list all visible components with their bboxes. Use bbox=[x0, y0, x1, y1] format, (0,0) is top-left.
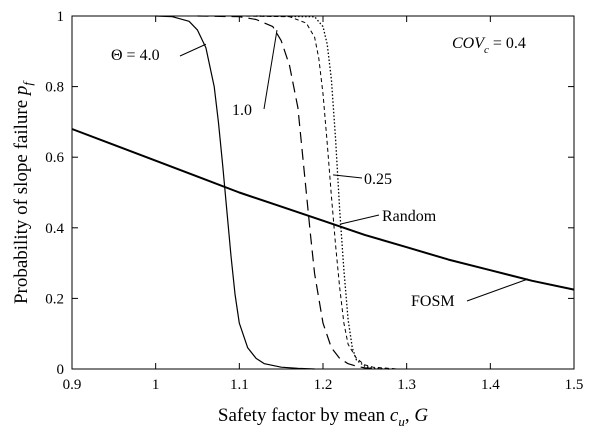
x-axis-title-pre: Safety factor by mean bbox=[218, 405, 390, 426]
x-tick-label: 1.1 bbox=[230, 377, 249, 393]
y-tick-label: 0.2 bbox=[45, 291, 64, 307]
series-line-0-25 bbox=[239, 15, 399, 370]
plot-frame bbox=[71, 15, 575, 370]
y-axis-title-sub: f bbox=[20, 80, 35, 86]
x-axis-title-var: c bbox=[390, 405, 399, 426]
x-tick-label: 1.5 bbox=[565, 377, 584, 393]
series-line-4-0 bbox=[155, 15, 315, 370]
x-tick-label: 1.2 bbox=[314, 377, 333, 393]
y-tick-label: 0 bbox=[57, 362, 65, 378]
label-fosm: FOSM bbox=[411, 293, 455, 310]
y-axis-title-pre: Probability of slope failure bbox=[11, 95, 32, 304]
y-tick-labels: 0 0.2 0.4 0.6 0.8 1 bbox=[45, 9, 64, 378]
series-line-fosm bbox=[71, 128, 575, 291]
x-tick-labels: 0.9 1 1.1 1.2 1.3 1.4 1.5 bbox=[63, 377, 584, 393]
x-tick-label: 1.4 bbox=[481, 377, 500, 393]
x-axis-title-var2: G bbox=[414, 405, 428, 426]
x-axis-title-sep: , bbox=[405, 405, 415, 426]
leader-fosm bbox=[466, 278, 529, 302]
leader-1-0 bbox=[263, 30, 278, 110]
leader-lines bbox=[179, 30, 529, 302]
x-tick-label: 1.3 bbox=[397, 377, 416, 393]
x-axis-title: Safety factor by mean cu, G bbox=[218, 405, 428, 429]
x-tick-label: 1 bbox=[152, 377, 160, 393]
label-0-25: 0.25 bbox=[364, 171, 392, 188]
annotation-cov: COVc = 0.4 bbox=[452, 35, 526, 56]
leader-0-25 bbox=[332, 174, 363, 179]
series-line-1-0 bbox=[197, 15, 382, 370]
x-tick-label: 0.9 bbox=[63, 377, 82, 393]
series-line-random bbox=[256, 15, 390, 370]
label-theta-4: Θ = 4.0 bbox=[111, 47, 160, 64]
y-axis-title: Probability of slope failure pf bbox=[11, 80, 35, 304]
label-random: Random bbox=[382, 208, 437, 225]
leader-random bbox=[339, 214, 380, 225]
annotation-cov-sub: c bbox=[484, 44, 489, 56]
y-tick-label: 0.4 bbox=[45, 221, 64, 237]
leader-theta-4 bbox=[179, 43, 207, 57]
annotation-cov-value: = 0.4 bbox=[489, 35, 526, 52]
y-tick-label: 0.6 bbox=[45, 150, 64, 166]
tick-marks bbox=[71, 15, 575, 370]
series-group bbox=[71, 15, 575, 370]
label-1-0: 1.0 bbox=[232, 102, 252, 119]
y-tick-label: 0.8 bbox=[45, 80, 64, 96]
y-tick-label: 1 bbox=[57, 9, 65, 25]
y-axis-title-var: p bbox=[11, 86, 32, 98]
annotation-cov-var: COV bbox=[452, 35, 486, 52]
x-axis-title-sub: u bbox=[398, 414, 405, 429]
